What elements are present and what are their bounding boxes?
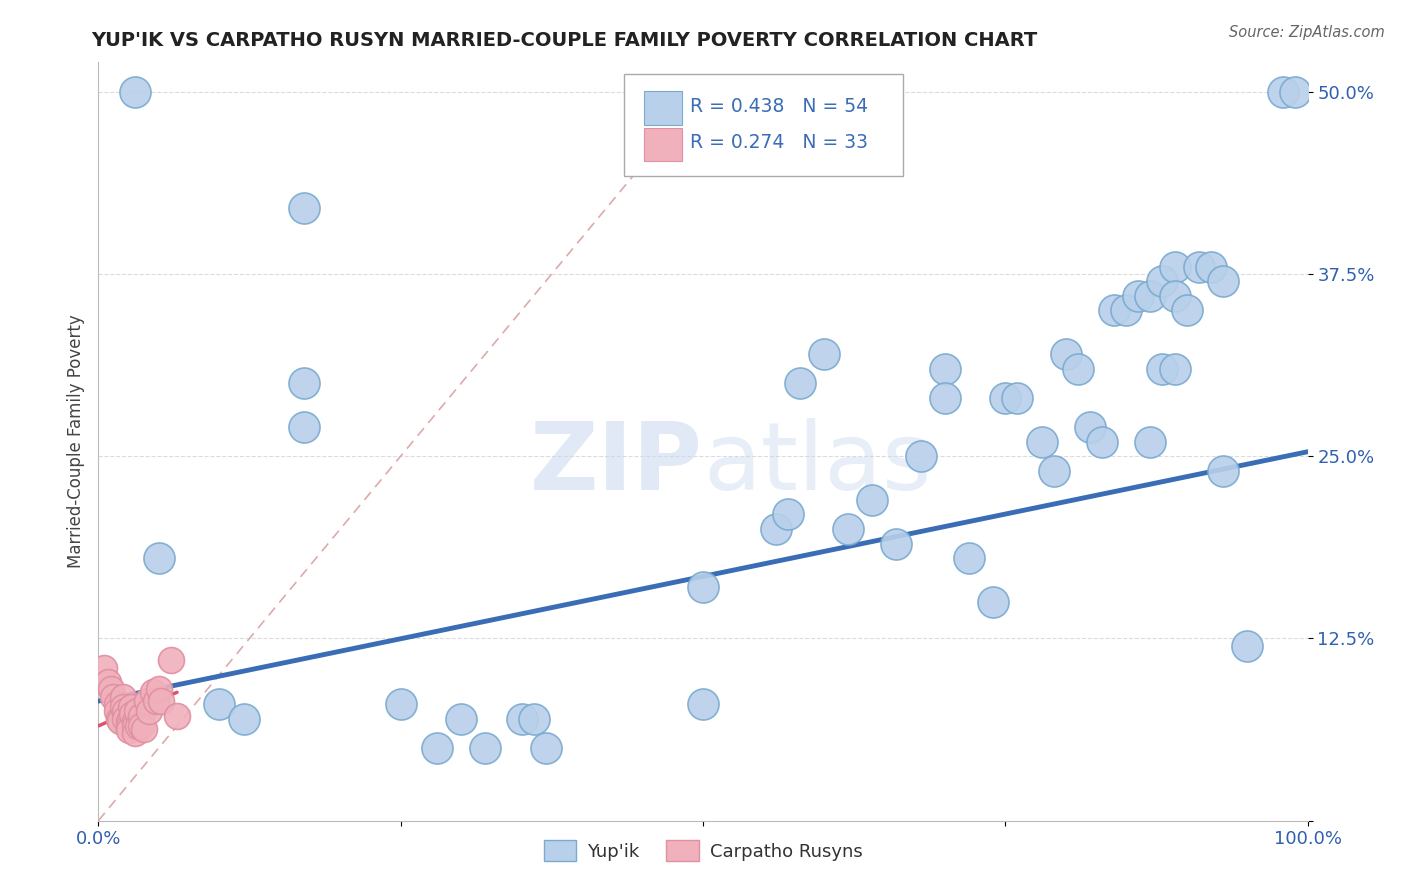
Point bbox=[1139, 434, 1161, 449]
Point bbox=[166, 708, 188, 723]
Point bbox=[934, 391, 956, 405]
Point bbox=[389, 697, 412, 711]
Point bbox=[93, 660, 115, 674]
Point bbox=[886, 536, 908, 550]
Point bbox=[148, 551, 170, 566]
Point bbox=[292, 201, 315, 215]
Point bbox=[101, 690, 124, 704]
Point bbox=[692, 697, 714, 711]
Point bbox=[981, 595, 1004, 609]
Point bbox=[1139, 289, 1161, 303]
Point bbox=[208, 697, 231, 711]
Point bbox=[97, 675, 120, 690]
Point bbox=[135, 694, 157, 708]
Point bbox=[474, 740, 496, 755]
Point bbox=[765, 522, 787, 536]
Point bbox=[1054, 347, 1077, 361]
Point bbox=[142, 685, 165, 699]
Point bbox=[292, 376, 315, 391]
Point bbox=[1163, 260, 1185, 274]
Point bbox=[232, 712, 254, 726]
Point bbox=[837, 522, 859, 536]
Point bbox=[1188, 260, 1211, 274]
Point bbox=[292, 420, 315, 434]
Point bbox=[145, 694, 167, 708]
Point bbox=[108, 714, 131, 729]
Point bbox=[1078, 420, 1101, 434]
Point bbox=[1031, 434, 1053, 449]
Point bbox=[1128, 289, 1150, 303]
Point bbox=[934, 361, 956, 376]
Point bbox=[111, 699, 134, 714]
Point bbox=[124, 719, 146, 733]
Point bbox=[426, 740, 449, 755]
Point bbox=[105, 704, 128, 718]
Point bbox=[134, 722, 156, 736]
FancyBboxPatch shape bbox=[624, 74, 903, 177]
Text: YUP'IK VS CARPATHO RUSYN MARRIED-COUPLE FAMILY POVERTY CORRELATION CHART: YUP'IK VS CARPATHO RUSYN MARRIED-COUPLE … bbox=[91, 31, 1038, 50]
Point bbox=[114, 704, 136, 718]
Point bbox=[1199, 260, 1222, 274]
Point bbox=[534, 740, 557, 755]
Point bbox=[120, 699, 142, 714]
Point bbox=[127, 704, 149, 718]
Point bbox=[118, 723, 141, 738]
Text: ZIP: ZIP bbox=[530, 418, 703, 510]
Point bbox=[138, 704, 160, 718]
Point bbox=[789, 376, 811, 391]
Text: R = 0.438   N = 54: R = 0.438 N = 54 bbox=[690, 97, 868, 116]
Point bbox=[1272, 85, 1295, 99]
Point bbox=[118, 714, 141, 729]
Point bbox=[114, 712, 136, 726]
Point bbox=[910, 449, 932, 463]
FancyBboxPatch shape bbox=[644, 128, 682, 161]
Point bbox=[1042, 464, 1064, 478]
Point bbox=[994, 391, 1017, 405]
Point bbox=[127, 719, 149, 733]
Point bbox=[1067, 361, 1090, 376]
Point bbox=[108, 712, 131, 726]
Y-axis label: Married-Couple Family Poverty: Married-Couple Family Poverty bbox=[66, 315, 84, 568]
Text: atlas: atlas bbox=[703, 418, 931, 510]
Point bbox=[860, 492, 883, 507]
Text: R = 0.274   N = 33: R = 0.274 N = 33 bbox=[690, 133, 868, 153]
Point bbox=[1152, 274, 1174, 288]
Point bbox=[957, 551, 980, 566]
Point bbox=[1102, 303, 1125, 318]
Point bbox=[692, 580, 714, 594]
Point bbox=[1091, 434, 1114, 449]
Point bbox=[1212, 274, 1234, 288]
Point bbox=[776, 508, 799, 522]
Point bbox=[100, 682, 122, 697]
Point bbox=[124, 85, 146, 99]
Point bbox=[118, 719, 141, 733]
Point bbox=[510, 712, 533, 726]
Point bbox=[160, 653, 183, 667]
Point bbox=[1284, 85, 1306, 99]
Point bbox=[1163, 361, 1185, 376]
Point bbox=[1236, 639, 1258, 653]
Point bbox=[124, 726, 146, 740]
Text: Source: ZipAtlas.com: Source: ZipAtlas.com bbox=[1229, 25, 1385, 40]
Point bbox=[121, 707, 143, 722]
Point bbox=[1007, 391, 1029, 405]
Point bbox=[124, 714, 146, 729]
Point bbox=[105, 697, 128, 711]
Point bbox=[1175, 303, 1198, 318]
Point bbox=[1212, 464, 1234, 478]
Point bbox=[813, 347, 835, 361]
Legend: Yup'ik, Carpatho Rusyns: Yup'ik, Carpatho Rusyns bbox=[537, 833, 869, 869]
Point bbox=[129, 708, 152, 723]
Point bbox=[111, 690, 134, 704]
Point bbox=[148, 682, 170, 697]
Point bbox=[129, 719, 152, 733]
Point bbox=[1115, 303, 1137, 318]
Point bbox=[1152, 361, 1174, 376]
Point bbox=[1163, 289, 1185, 303]
Point bbox=[523, 712, 546, 726]
Point bbox=[450, 712, 472, 726]
FancyBboxPatch shape bbox=[644, 91, 682, 125]
Point bbox=[150, 694, 173, 708]
